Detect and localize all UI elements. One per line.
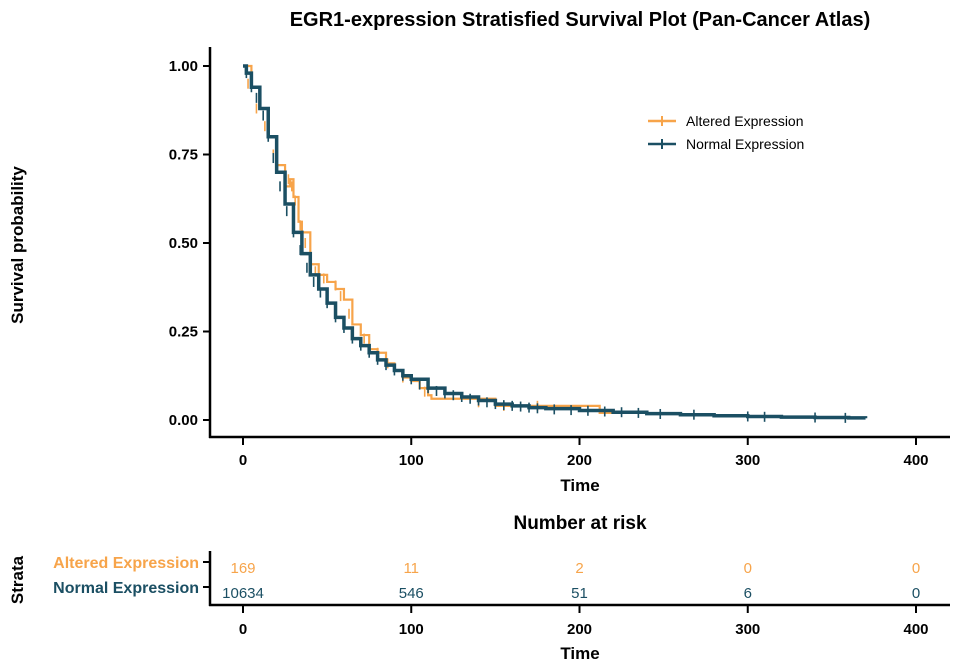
risk-x-axis-title: Time	[560, 644, 599, 663]
y-ticks: 0.00 0.25 0.50 0.75 1.00	[169, 58, 210, 429]
x-tick-label: 300	[735, 452, 760, 469]
risk-y-axis-title: Strata	[8, 555, 27, 604]
x-tick-label: 400	[903, 452, 928, 469]
strata-label: Normal Expression	[53, 580, 199, 597]
x-axis-title: Time	[560, 476, 599, 495]
survival-curve	[243, 64, 622, 415]
risk-count: 0	[744, 560, 752, 577]
risk-x-tick-label: 200	[567, 621, 592, 638]
survival-curve	[243, 64, 868, 420]
risk-count: 2	[575, 560, 583, 577]
chart-title: EGR1-expression Stratisfied Survival Plo…	[290, 9, 871, 31]
legend-label: Normal Expression	[686, 136, 804, 152]
x-tick-label: 0	[239, 452, 247, 469]
y-tick-label: 0.00	[169, 412, 198, 429]
y-tick-label: 0.75	[169, 147, 198, 164]
risk-count: 169	[230, 560, 255, 577]
main-plot: 0.00 0.25 0.50 0.75 1.00 0 100 200 300 400	[169, 47, 950, 469]
y-tick-label: 1.00	[169, 58, 198, 75]
risk-count: 546	[399, 585, 424, 602]
legend-item-normal: Normal Expression	[648, 136, 804, 152]
risk-count: 6	[744, 585, 752, 602]
x-ticks: 0 100 200 300 400	[239, 437, 929, 469]
y-tick-label: 0.25	[169, 324, 198, 341]
risk-count: 0	[912, 585, 920, 602]
risk-x-ticks: 0 100 200 300 400	[239, 605, 929, 638]
legend-item-altered: Altered Expression	[648, 113, 804, 129]
series-altered	[243, 64, 622, 415]
risk-x-tick-label: 400	[903, 621, 928, 638]
x-tick-label: 200	[567, 452, 592, 469]
risk-count: 10634	[222, 585, 264, 602]
legend: Altered Expression Normal Expression	[648, 113, 804, 152]
series-normal	[243, 64, 868, 423]
risk-x-tick-label: 0	[239, 621, 247, 638]
risk-count: 51	[571, 585, 588, 602]
y-axis-title: Survival probability	[8, 166, 27, 324]
risk-x-tick-label: 100	[399, 621, 424, 638]
risk-count: 0	[912, 560, 920, 577]
y-tick-label: 0.50	[169, 235, 198, 252]
legend-label: Altered Expression	[686, 113, 804, 129]
strata-label: Altered Expression	[53, 555, 199, 572]
risk-x-tick-label: 300	[735, 621, 760, 638]
risk-count: 11	[403, 560, 419, 577]
series-layer	[243, 64, 868, 423]
risk-rows: Altered Expression 169 11 2 0 0 Normal Express…	[53, 555, 920, 602]
risk-table-title: Number at risk	[513, 513, 646, 534]
x-tick-label: 100	[399, 452, 424, 469]
